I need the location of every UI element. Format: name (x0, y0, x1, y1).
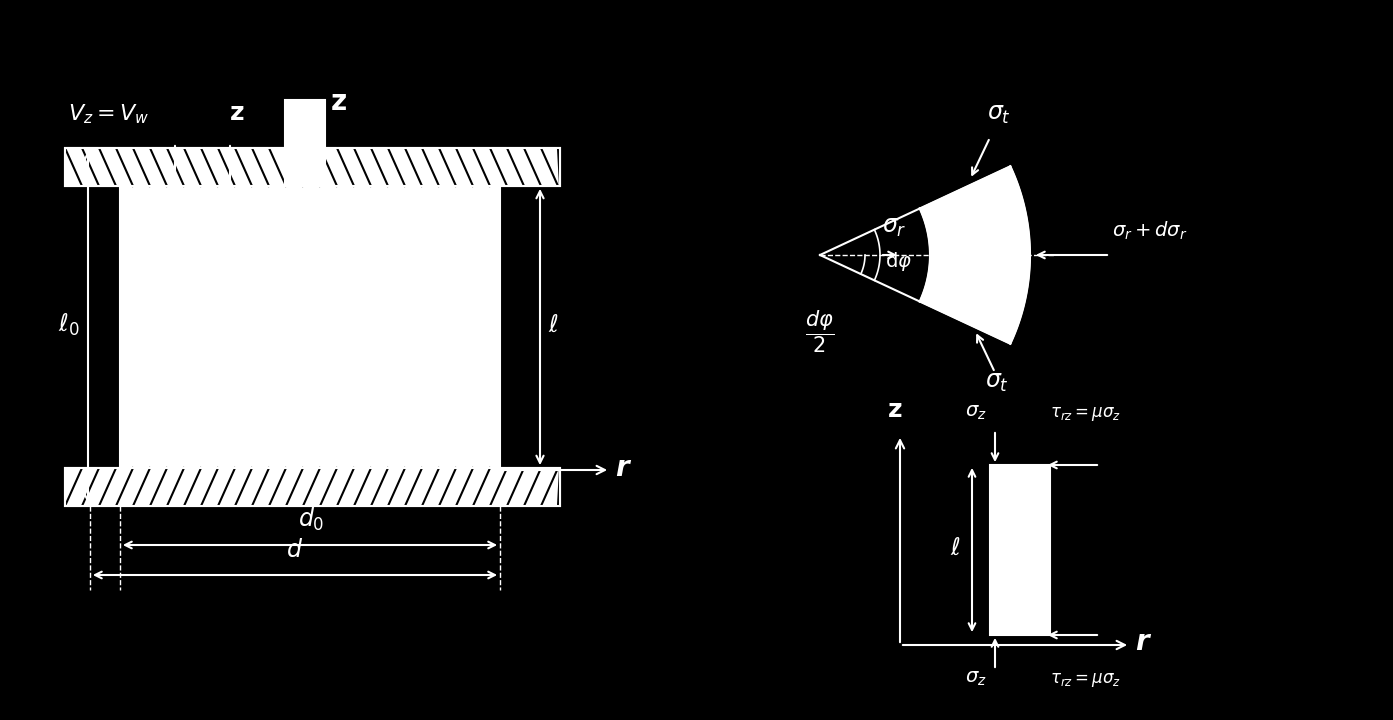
Bar (286, 100, 325, 186)
Text: r: r (614, 454, 628, 482)
Text: $\ell_0$: $\ell_0$ (59, 312, 79, 338)
Text: $\sigma_z$: $\sigma_z$ (965, 403, 986, 423)
Text: $\sigma_r$: $\sigma_r$ (882, 215, 907, 239)
Bar (65, 148, 560, 186)
Text: $\tau_{rz} = \mu\sigma_z$: $\tau_{rz} = \mu\sigma_z$ (1050, 405, 1121, 423)
Text: $\tau_{rz} = \mu\sigma_z$: $\tau_{rz} = \mu\sigma_z$ (1050, 671, 1121, 689)
Text: d$\varphi$: d$\varphi$ (885, 250, 912, 273)
Bar (65, 468, 560, 506)
Text: z: z (887, 398, 903, 422)
Text: d: d (287, 538, 302, 562)
Text: $\ell$: $\ell$ (547, 313, 559, 337)
Bar (120, 186, 500, 468)
Text: $\dfrac{d\varphi}{2}$: $\dfrac{d\varphi}{2}$ (805, 308, 834, 355)
Polygon shape (919, 166, 1029, 343)
Text: dr: dr (327, 213, 348, 232)
Text: $\sigma_t$: $\sigma_t$ (988, 102, 1011, 125)
Text: r: r (1135, 628, 1149, 656)
Text: z: z (332, 88, 347, 116)
Text: $\sigma_z$: $\sigma_z$ (965, 670, 986, 688)
Text: $V_z = V_w$: $V_z = V_w$ (68, 102, 149, 125)
Text: z: z (230, 101, 245, 125)
Bar (65, 148, 560, 186)
Text: r: r (283, 209, 293, 233)
Text: $\sigma_t$: $\sigma_t$ (985, 370, 1009, 394)
Text: $\ell$: $\ell$ (950, 536, 961, 560)
Text: $d_0$: $d_0$ (298, 506, 325, 534)
Bar (65, 468, 560, 506)
Bar (990, 465, 1050, 635)
Text: $\sigma_r + d\sigma_r$: $\sigma_r + d\sigma_r$ (1112, 220, 1187, 243)
